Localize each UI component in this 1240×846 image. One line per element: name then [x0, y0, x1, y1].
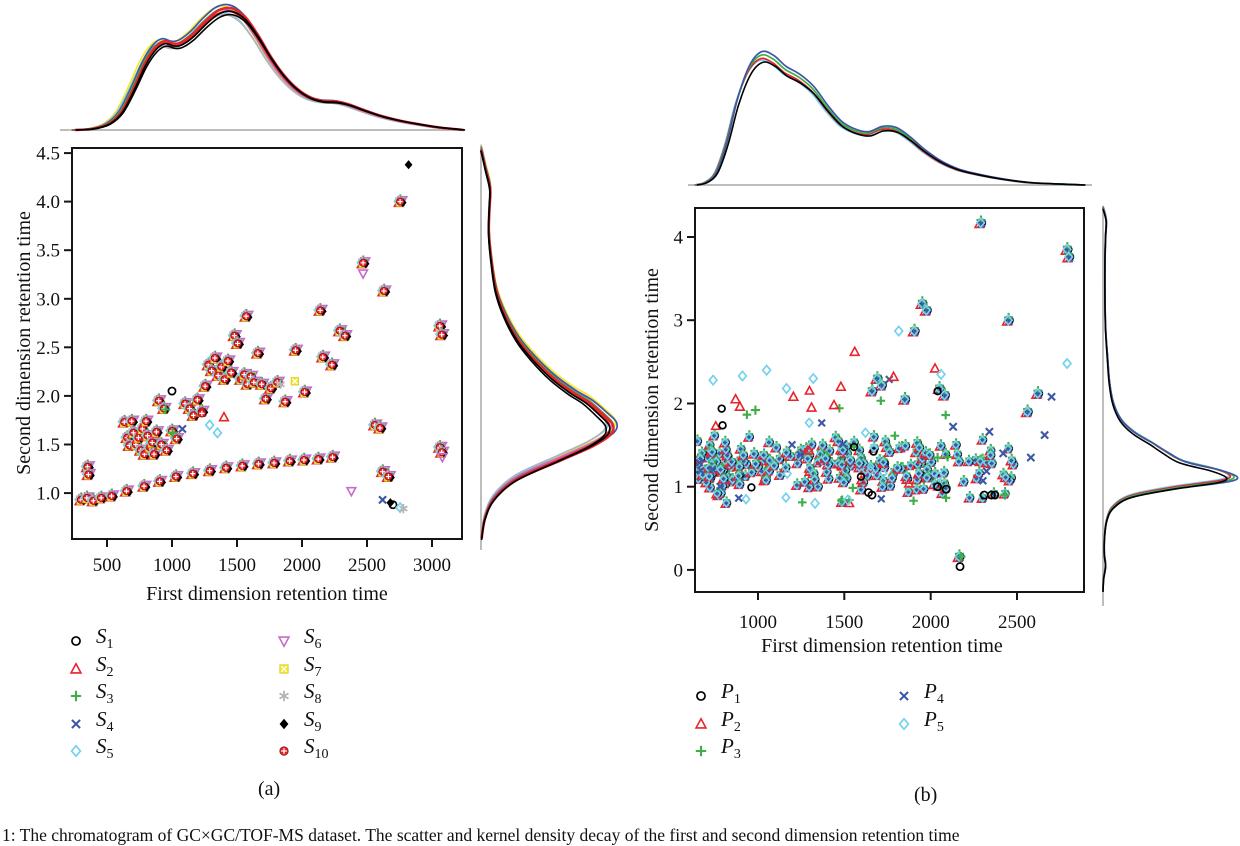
filled-circle-plus-icon	[279, 746, 289, 756]
open-diamond-icon	[898, 716, 910, 731]
legend-label: S8	[304, 679, 322, 708]
legend-item-S7: S7	[275, 653, 322, 681]
legend-item-P2: P2	[692, 708, 741, 736]
open-triangle-up-icon	[694, 716, 708, 729]
legend-label: P3	[721, 734, 741, 763]
svg-text:1500: 1500	[825, 612, 863, 633]
legend-item-S5: S5	[67, 735, 114, 763]
panel-b-axes: 1000 1500 2000 2500 0 1 2 3 4 First dimension ret…	[641, 207, 1085, 657]
x-cross-icon	[899, 691, 909, 701]
figure-caption: 1: The chromatogram of GC×GC/TOF-MS data…	[2, 825, 960, 845]
open-diamond-icon	[70, 744, 82, 758]
plus-icon	[695, 745, 707, 757]
legend-item-P4: P4	[895, 680, 944, 708]
open-circle-icon	[696, 691, 706, 701]
panel-b-points	[696, 215, 1075, 572]
svg-text:1500: 1500	[218, 555, 256, 576]
svg-text:3000: 3000	[413, 555, 451, 576]
panel-a-points	[73, 160, 450, 514]
legend-label: S6	[304, 624, 322, 653]
open-triangle-up-icon	[69, 661, 83, 674]
svg-text:2500: 2500	[348, 555, 386, 576]
legend-item-S8: S8	[275, 680, 322, 708]
svg-text:4: 4	[674, 228, 684, 249]
legend-item-P1: P1	[692, 680, 741, 708]
svg-text:4.0: 4.0	[36, 192, 60, 213]
open-triangle-down-icon	[277, 636, 291, 648]
filled-square-x-icon	[279, 663, 289, 674]
panel-b-xlabel: First dimension retention time	[761, 635, 1003, 657]
legend-label: P4	[924, 679, 944, 708]
legend-item-S6: S6	[275, 625, 322, 653]
legend-label: S4	[96, 706, 114, 736]
legend-label: P2	[721, 706, 741, 736]
legend-label: S7	[304, 651, 322, 681]
panel-b-ylabel: Second dimension retention time	[641, 268, 663, 532]
panel-b-right-density	[1102, 205, 1239, 593]
legend-item-S9: S9	[275, 708, 322, 736]
legend-item-S3: S3	[67, 680, 114, 708]
open-circle-icon	[71, 636, 81, 646]
legend-item-S2: S2	[67, 653, 114, 681]
filled-diamond-icon	[279, 718, 289, 729]
legend-label: S10	[304, 734, 329, 763]
legend-label: S2	[96, 651, 114, 681]
legend-label: S9	[304, 706, 322, 736]
legend-item-P3: P3	[692, 735, 741, 763]
panel-a-label: (a)	[258, 778, 281, 800]
panel-b-label: (b)	[914, 784, 938, 806]
x-cross-icon	[71, 718, 81, 729]
panel-a-right-density	[479, 143, 619, 541]
svg-text:2: 2	[674, 394, 684, 415]
svg-text:1: 1	[674, 477, 684, 498]
svg-text:2.5: 2.5	[36, 338, 60, 359]
svg-text:2500: 2500	[998, 612, 1036, 633]
asterisk-icon	[279, 690, 289, 702]
svg-text:3.5: 3.5	[36, 241, 60, 262]
svg-text:3: 3	[674, 311, 684, 332]
svg-text:1.0: 1.0	[36, 484, 60, 505]
svg-text:2000: 2000	[283, 555, 321, 576]
legend-item-S10: S10	[275, 735, 329, 763]
panel-b-top-density	[693, 50, 1086, 186]
panel-a-xlabel: First dimension retention time	[146, 583, 388, 605]
svg-text:0: 0	[674, 560, 684, 581]
plus-icon	[70, 690, 82, 702]
legend-item-P5: P5	[895, 708, 944, 736]
legend-label: P1	[721, 679, 741, 708]
panel-b-marginal-axes	[688, 184, 1104, 606]
svg-text:500: 500	[93, 555, 122, 576]
svg-text:3.0: 3.0	[36, 289, 60, 310]
svg-text:4.5: 4.5	[36, 144, 60, 165]
panel-a-marginal-axes	[60, 129, 482, 550]
panel-a-axes: 500 1000 1500 2000 2500 3000 1.0 1.5 2.0 2.5 3.0 3.…	[13, 144, 463, 605]
svg-text:2000: 2000	[912, 612, 950, 633]
legend-label: S5	[96, 734, 114, 763]
legend-item-S1: S1	[67, 625, 114, 653]
svg-text:2.0: 2.0	[36, 386, 60, 407]
legend-label: S1	[96, 624, 114, 653]
legend-label: S3	[96, 679, 114, 708]
panel-a-top-density	[69, 3, 466, 132]
svg-text:1000: 1000	[739, 612, 777, 633]
svg-text:1000: 1000	[153, 555, 191, 576]
panel-a-ylabel: Second dimension retention time	[13, 211, 35, 475]
legend-item-S4: S4	[67, 708, 114, 736]
svg-text:1.5: 1.5	[36, 435, 60, 456]
legend-label: P5	[924, 706, 944, 736]
